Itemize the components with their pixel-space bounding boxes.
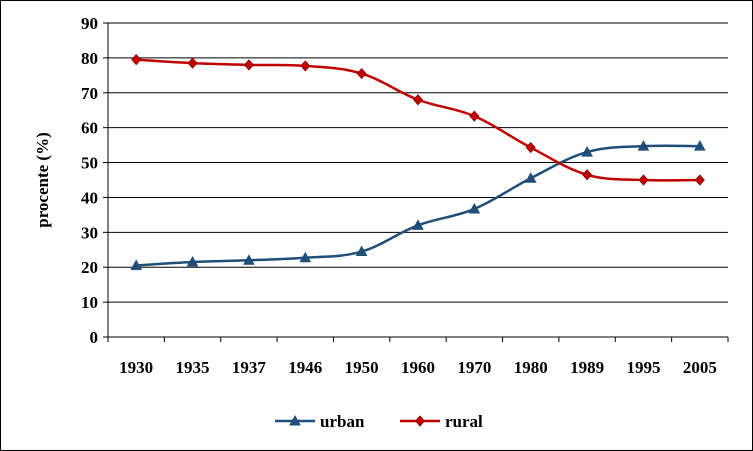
urban-point [243, 254, 255, 265]
x-tick-label: 2005 [683, 358, 717, 377]
rural-point [243, 59, 254, 71]
y-tick-label: 90 [81, 14, 98, 33]
legend-label-urban: urban [320, 412, 365, 431]
x-tick-label: 1946 [288, 358, 322, 377]
y-axis-title: procente (%) [33, 132, 52, 228]
urban-point [468, 202, 481, 214]
rural-point [412, 94, 424, 106]
y-tick-label: 30 [81, 223, 98, 242]
y-tick-labels: 0 10 20 30 40 50 60 70 80 90 [81, 14, 98, 347]
urban-point [186, 255, 199, 267]
urban-point [355, 245, 368, 257]
urban-point [299, 251, 312, 263]
legend-marker-urban [289, 414, 301, 426]
x-tick-label: 1995 [626, 358, 660, 377]
urban-point [524, 172, 537, 183]
legend: urban rural [275, 412, 483, 431]
rural-point [638, 174, 649, 186]
x-tick-label: 1937 [232, 358, 267, 377]
x-tick-label: 1980 [514, 358, 548, 377]
rural-point [694, 174, 705, 186]
y-tick-label: 10 [81, 293, 98, 312]
y-tick-label: 50 [81, 154, 98, 173]
x-tick-label: 1935 [176, 358, 210, 377]
rural-point [131, 54, 142, 66]
rural-point [525, 141, 536, 154]
series-markers [130, 54, 706, 270]
y-tick-label: 20 [81, 258, 98, 277]
urban-point [130, 259, 143, 270]
legend-label-rural: rural [445, 412, 483, 431]
y-tick-label: 40 [81, 188, 98, 207]
x-tick-label: 1970 [457, 358, 491, 377]
y-tick-label: 80 [81, 49, 98, 68]
urban-line [136, 144, 700, 267]
gridlines [108, 22, 728, 303]
legend-item-rural: rural [400, 412, 483, 431]
urban-point [581, 146, 593, 157]
rural-point [582, 169, 593, 181]
x-tick-label: 1960 [401, 358, 435, 377]
x-tick-label: 1930 [119, 358, 153, 377]
rural-point [300, 60, 311, 72]
legend-marker-rural [414, 415, 426, 427]
x-tick-label: 1989 [570, 358, 604, 377]
axes [103, 22, 729, 342]
urban-point [637, 140, 650, 151]
legend-item-urban: urban [275, 412, 365, 431]
urban-point [412, 219, 424, 230]
x-tick-labels: 1930 1935 1937 1946 1950 1960 1970 1980 1989 1995… [119, 358, 717, 377]
rural-point [187, 57, 198, 69]
urban-point [693, 140, 706, 151]
rural-point [356, 67, 367, 80]
y-tick-label: 70 [81, 84, 98, 103]
y-tick-label: 0 [90, 328, 99, 347]
x-tick-label: 1950 [345, 358, 379, 377]
rural-point [469, 110, 480, 122]
y-tick-label: 60 [81, 119, 98, 138]
